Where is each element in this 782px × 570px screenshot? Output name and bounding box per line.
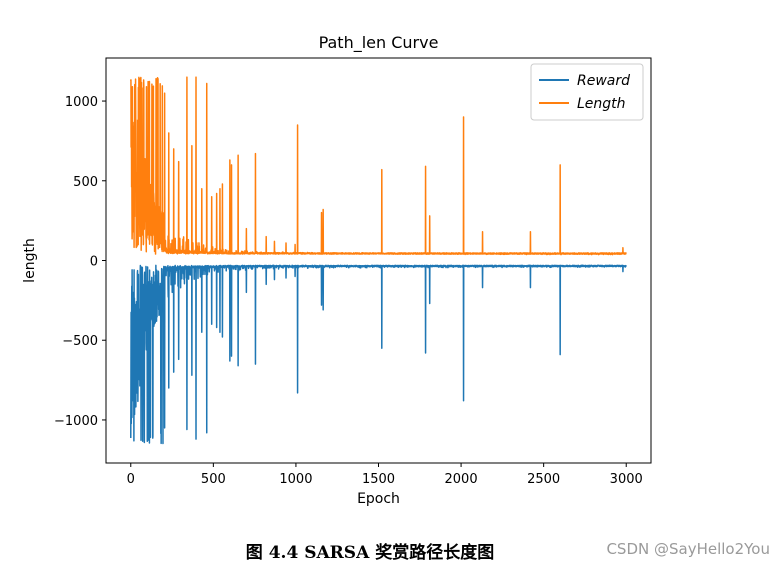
y-tick-label: 500	[73, 175, 98, 190]
x-tick-label: 1000	[279, 472, 312, 487]
y-axis-label: length	[22, 238, 38, 283]
legend-box	[530, 63, 644, 121]
legend-label-reward: Reward	[577, 73, 630, 89]
y-tick-label: 0	[90, 255, 98, 270]
y-tick-label: 1000	[65, 95, 98, 110]
legend-label-length: Length	[577, 96, 626, 112]
x-tick-label: 3000	[610, 472, 643, 487]
watermark: CSDN @SayHello2You	[606, 540, 770, 558]
x-tick-label: 500	[201, 472, 226, 487]
series-line-reward	[130, 264, 627, 445]
series-line-length	[130, 76, 627, 256]
plot-background	[106, 58, 651, 463]
axis-ticks: 0 500 1000 1500 2000 2500 3000 −1000 −500 0 500 100…	[54, 95, 643, 487]
figure-caption: 图 4.4 SARSA 奖赏路径长度图	[245, 543, 495, 563]
x-axis-label: Epoch	[357, 491, 400, 507]
x-tick-label: 2500	[527, 472, 560, 487]
x-tick-label: 2000	[445, 472, 478, 487]
y-tick-label: −1000	[54, 414, 98, 429]
x-tick-label: 1500	[362, 472, 395, 487]
series-lines	[130, 76, 627, 445]
x-tick-label: 0	[127, 472, 135, 487]
legend: Reward Length	[530, 63, 644, 121]
y-tick-label: −500	[62, 334, 98, 349]
chart-title: Path_len Curve	[319, 33, 439, 53]
